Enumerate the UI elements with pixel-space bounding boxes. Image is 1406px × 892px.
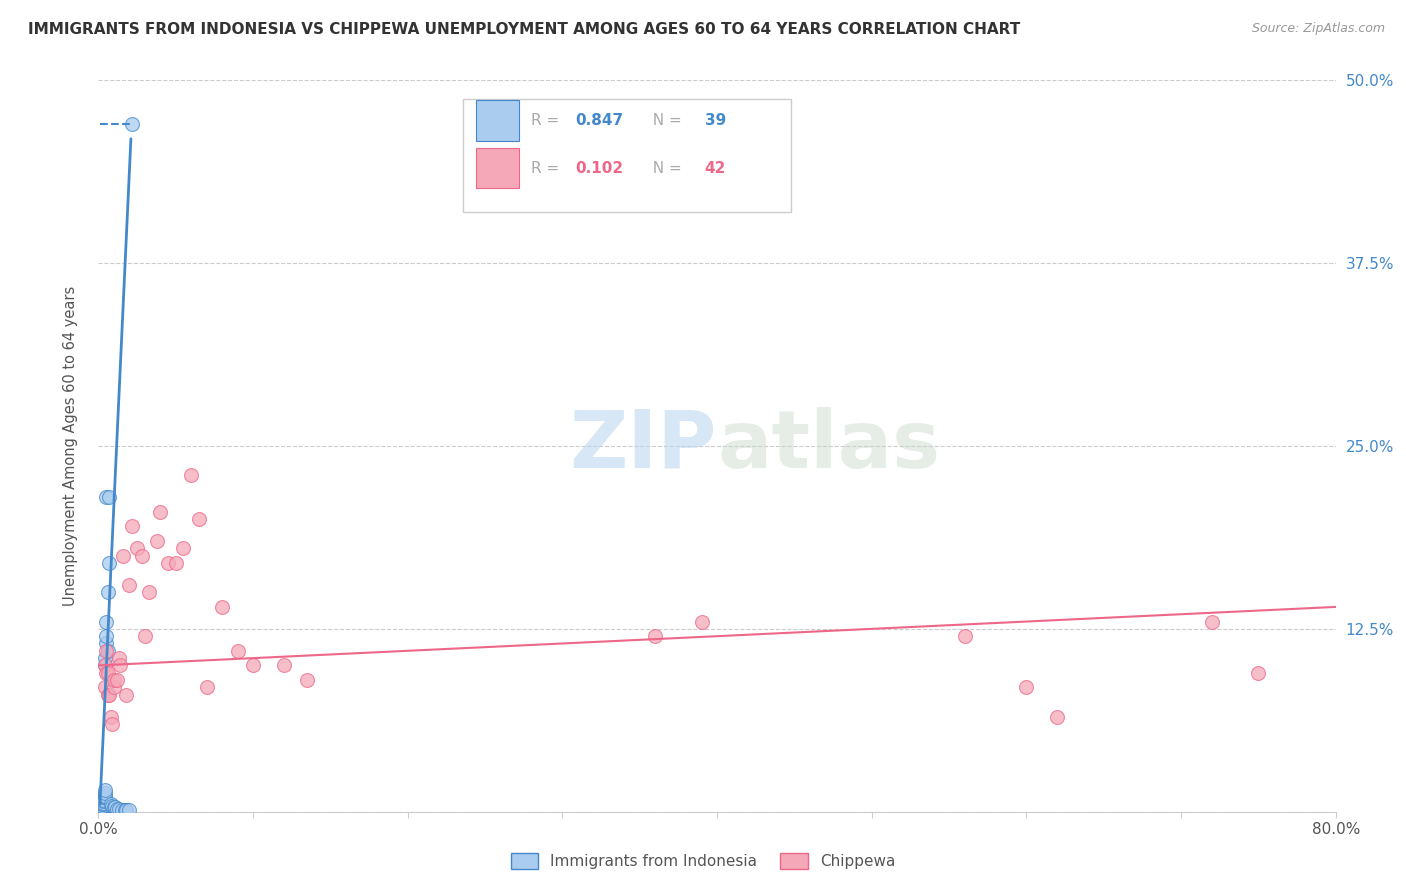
- Text: N =: N =: [643, 113, 686, 128]
- Text: R =: R =: [531, 161, 565, 176]
- Point: [90, 805, 112, 819]
- Point: [90, 802, 112, 816]
- Point: [90, 800, 112, 814]
- FancyBboxPatch shape: [475, 148, 519, 188]
- Point: [96, 644, 118, 658]
- Point: [242, 658, 264, 673]
- Point: [90, 797, 112, 812]
- Point: [115, 688, 138, 702]
- Point: [91, 796, 114, 810]
- Point: [173, 541, 195, 556]
- Point: [105, 673, 128, 687]
- Point: [1015, 681, 1038, 695]
- Point: [96, 615, 118, 629]
- Text: 39: 39: [704, 113, 725, 128]
- Text: IMMIGRANTS FROM INDONESIA VS CHIPPEWA UNEMPLOYMENT AMONG AGES 60 TO 64 YEARS COR: IMMIGRANTS FROM INDONESIA VS CHIPPEWA UN…: [28, 22, 1021, 37]
- Point: [97, 665, 120, 680]
- Point: [93, 658, 115, 673]
- Point: [101, 717, 124, 731]
- Point: [91, 797, 114, 812]
- Point: [1247, 665, 1270, 680]
- Point: [103, 673, 125, 687]
- Point: [93, 681, 115, 695]
- Text: 0.847: 0.847: [575, 113, 623, 128]
- Point: [114, 803, 136, 817]
- Point: [118, 578, 141, 592]
- Point: [211, 599, 233, 614]
- Point: [180, 468, 202, 483]
- Point: [690, 615, 713, 629]
- Point: [101, 798, 124, 813]
- Point: [93, 782, 115, 797]
- Text: N =: N =: [643, 161, 686, 176]
- Point: [108, 658, 131, 673]
- Point: [90, 805, 112, 819]
- Point: [105, 802, 128, 816]
- Point: [93, 658, 115, 673]
- Point: [297, 673, 319, 687]
- Point: [157, 556, 180, 570]
- Text: R =: R =: [531, 113, 565, 128]
- Text: 0.102: 0.102: [575, 161, 623, 176]
- Point: [97, 688, 120, 702]
- Point: [90, 805, 112, 819]
- Point: [131, 549, 153, 563]
- Point: [118, 803, 141, 817]
- Point: [96, 490, 118, 504]
- Point: [98, 556, 121, 570]
- Point: [138, 585, 160, 599]
- Point: [97, 644, 120, 658]
- Point: [115, 803, 138, 817]
- Point: [91, 793, 114, 807]
- Point: [107, 802, 129, 816]
- Point: [97, 585, 120, 599]
- FancyBboxPatch shape: [475, 101, 519, 141]
- Point: [93, 789, 115, 803]
- Point: [134, 629, 156, 643]
- Point: [1201, 615, 1223, 629]
- Point: [91, 790, 114, 805]
- Point: [98, 490, 121, 504]
- Point: [195, 681, 218, 695]
- Point: [103, 800, 125, 814]
- Point: [90, 798, 112, 813]
- Point: [90, 805, 112, 819]
- Text: atlas: atlas: [717, 407, 941, 485]
- Text: ZIP: ZIP: [569, 407, 717, 485]
- Point: [93, 786, 115, 800]
- Point: [104, 800, 127, 814]
- Text: Source: ZipAtlas.com: Source: ZipAtlas.com: [1251, 22, 1385, 36]
- Point: [146, 534, 169, 549]
- Point: [96, 629, 118, 643]
- Point: [165, 556, 187, 570]
- Point: [121, 519, 143, 533]
- Point: [273, 658, 295, 673]
- Point: [98, 688, 121, 702]
- Point: [103, 681, 125, 695]
- Point: [112, 549, 135, 563]
- Point: [644, 629, 666, 643]
- Point: [93, 790, 115, 805]
- Point: [1046, 709, 1069, 723]
- Point: [953, 629, 976, 643]
- Point: [93, 651, 115, 665]
- Point: [188, 512, 211, 526]
- Point: [90, 803, 112, 817]
- FancyBboxPatch shape: [464, 99, 792, 212]
- Point: [121, 117, 143, 131]
- Point: [96, 665, 118, 680]
- Point: [100, 797, 122, 812]
- Text: 42: 42: [704, 161, 725, 176]
- Point: [149, 505, 172, 519]
- Point: [96, 636, 118, 650]
- Point: [100, 709, 122, 723]
- Point: [91, 795, 114, 809]
- Point: [226, 644, 249, 658]
- Point: [111, 803, 134, 817]
- Legend: Immigrants from Indonesia, Chippewa: Immigrants from Indonesia, Chippewa: [505, 847, 901, 875]
- Y-axis label: Unemployment Among Ages 60 to 64 years: Unemployment Among Ages 60 to 64 years: [63, 285, 77, 607]
- Point: [107, 651, 129, 665]
- Point: [127, 541, 149, 556]
